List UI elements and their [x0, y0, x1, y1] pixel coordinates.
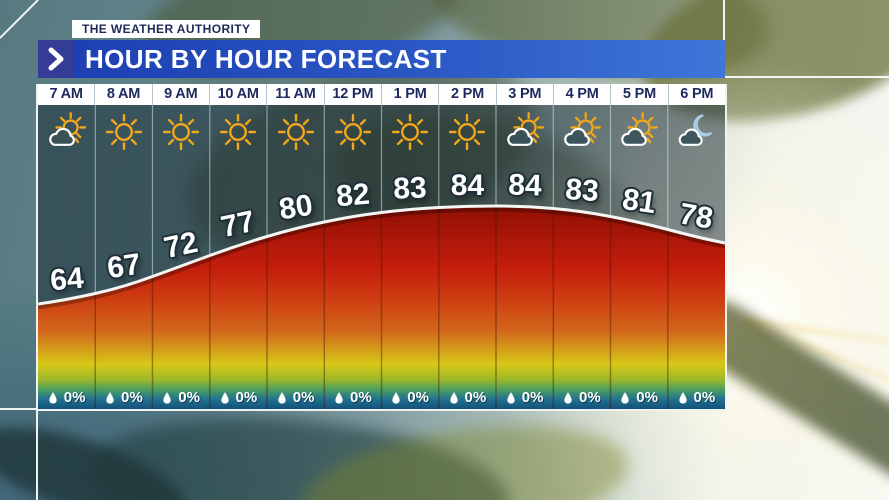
precip-cell: 0%: [267, 389, 324, 406]
temp-label: 82: [334, 177, 371, 214]
time-label: 12 PM: [325, 84, 382, 105]
precip-row: 0% 0% 0% 0% 0% 0% 0% 0% 0% 0% 0% 0%: [38, 389, 725, 406]
precip-value: 0%: [350, 389, 372, 406]
temp-label: 83: [392, 171, 428, 206]
droplet-icon: [105, 391, 115, 404]
precip-cell: 0%: [611, 389, 668, 406]
time-label: 1 PM: [382, 84, 440, 105]
temp-label: 72: [161, 225, 201, 266]
chevron-box: [38, 40, 73, 78]
precip-value: 0%: [693, 389, 716, 406]
precip-value: 0%: [579, 389, 601, 406]
precip-cell: 0%: [95, 389, 152, 406]
temp-label: 83: [564, 172, 600, 209]
droplet-icon: [220, 391, 230, 404]
precip-cell: 0%: [324, 389, 381, 406]
droplet-icon: [449, 391, 459, 404]
time-label: 4 PM: [554, 84, 612, 105]
droplet-icon: [391, 391, 401, 404]
precip-value: 0%: [292, 389, 315, 406]
precip-value: 0%: [464, 389, 487, 406]
droplet-icon: [678, 391, 688, 404]
precip-cell: 0%: [382, 389, 439, 406]
temp-label: 80: [276, 188, 315, 227]
time-label: 7 AM: [38, 84, 96, 105]
precip-value: 0%: [636, 389, 658, 406]
precip-value: 0%: [407, 389, 429, 406]
time-label: 10 AM: [210, 84, 268, 105]
time-label: 6 PM: [680, 86, 714, 102]
precip-cell: 0%: [668, 389, 725, 406]
forecast-chart-body: 64 67 72 77 80 82 83 84 84 83 81 78 0% 0% 0% 0% 0% 0% 0% 0…: [38, 105, 725, 409]
temp-label: 67: [104, 247, 143, 286]
precip-value: 0%: [521, 389, 544, 406]
forecast-panel: 7 AM 8 AM 9 AM 10 AM 11 AM 12 PM 1 PM 2 PM 3 PM 4…: [36, 84, 727, 411]
time-header-row: 7 AM 8 AM 9 AM 10 AM 11 AM 12 PM 1 PM 2 PM 3 PM 4…: [38, 84, 725, 105]
droplet-icon: [563, 391, 573, 404]
precip-value: 0%: [121, 389, 143, 406]
droplet-icon: [334, 391, 344, 404]
time-label: 2 PM: [439, 84, 497, 105]
frame-line-top-right-vertical: [723, 0, 725, 77]
droplet-icon: [277, 391, 287, 404]
droplet-icon: [620, 391, 630, 404]
weather-authority-badge: THE WEATHER AUTHORITY: [72, 20, 261, 38]
time-label: 5 PM: [611, 84, 669, 105]
precip-value: 0%: [235, 389, 258, 406]
frame-line-bottom-left-horizontal: [0, 408, 38, 410]
frame-line-top-right-horizontal: [725, 76, 889, 78]
temp-label: 84: [507, 168, 542, 203]
temp-label: 78: [677, 197, 716, 236]
title-banner: HOUR BY HOUR FORECAST: [38, 40, 725, 78]
page-title: HOUR BY HOUR FORECAST: [85, 43, 447, 74]
droplet-icon: [48, 391, 58, 404]
right-chevron-icon: [48, 47, 63, 71]
precip-value: 0%: [178, 389, 200, 406]
temperature-labels-layer: 64 67 72 77 80 82 83 84 84 83 81 78: [38, 105, 725, 409]
precip-cell: 0%: [38, 389, 95, 406]
precip-cell: 0%: [153, 389, 210, 406]
temp-label: 64: [48, 261, 85, 298]
time-label: 8 AM: [95, 84, 153, 105]
precip-cell: 0%: [496, 389, 553, 406]
temp-label: 77: [218, 204, 259, 245]
droplet-icon: [162, 391, 172, 404]
precip-cell: 0%: [553, 389, 610, 406]
temp-label: 81: [620, 182, 659, 221]
temp-label: 84: [450, 169, 485, 202]
temperature-area-chart: [38, 105, 725, 409]
precip-cell: 0%: [439, 389, 496, 406]
weather-authority-label: THE WEATHER AUTHORITY: [82, 22, 251, 36]
precip-value: 0%: [63, 389, 86, 406]
time-label: 3 PM: [497, 84, 554, 105]
frame-line-bottom-left-vertical: [36, 409, 38, 500]
droplet-icon: [506, 391, 516, 404]
time-label: 9 AM: [153, 84, 210, 105]
time-label: 11 AM: [267, 84, 325, 105]
precip-cell: 0%: [210, 389, 267, 406]
